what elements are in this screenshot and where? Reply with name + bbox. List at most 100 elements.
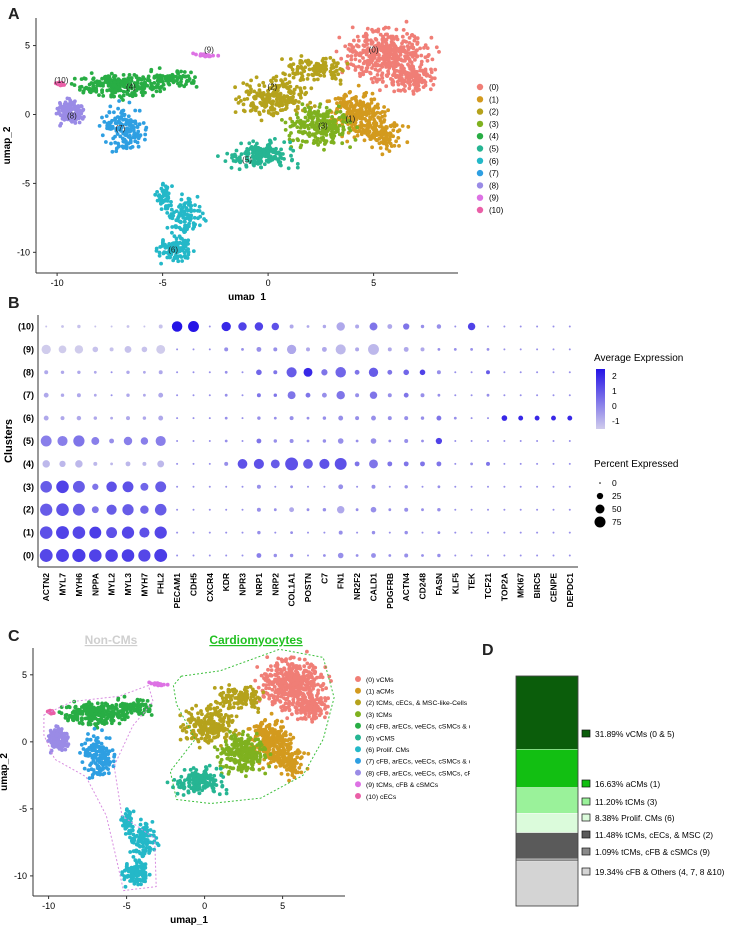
umap-point-1-1112 <box>221 729 226 733</box>
umap-point-1-1639 <box>80 710 85 715</box>
umap-point-1-1884 <box>175 791 180 796</box>
dot-(2)-MYH6 <box>72 503 85 516</box>
dot-(3)-TEK <box>470 485 473 488</box>
umap-point-0-730 <box>372 97 377 102</box>
dot-(5)-MYL7 <box>57 435 68 447</box>
dot-(6)-TOP2A <box>501 415 508 421</box>
dot-(5)-TEK <box>470 440 473 442</box>
umap-point-1-517 <box>293 705 298 710</box>
umap-point-0-1100 <box>273 87 278 92</box>
umap-point-0-1155 <box>305 77 310 81</box>
umap-point-0-1260 <box>348 145 352 150</box>
umap-point-0-1474 <box>340 114 345 118</box>
umap-point-1-1501 <box>100 701 104 706</box>
umap-point-1-776 <box>273 722 278 727</box>
dot-(6)-FN1 <box>338 415 344 421</box>
umap-point-0-567 <box>370 91 375 96</box>
umap-point-0-631 <box>364 119 369 123</box>
umap-point-0-742 <box>369 101 374 105</box>
umap-point-0-1389 <box>329 140 334 145</box>
dot-(8)-POSTN <box>303 367 313 377</box>
legend-label-a: (5) <box>489 145 499 154</box>
umap-point-0-399 <box>405 51 409 55</box>
umap-point-0-1953 <box>252 147 256 152</box>
dot-(0)-TOP2A <box>503 554 506 557</box>
umap-point-0-502 <box>407 86 412 91</box>
umap-point-0-1607 <box>101 94 106 98</box>
umap-point-0-1154 <box>322 74 327 78</box>
umap-point-0-1670 <box>100 88 104 93</box>
umap-point-0-1039 <box>285 85 289 90</box>
dot-(4)-FHL2 <box>157 460 165 468</box>
dot-(10)-NRP2 <box>271 322 280 331</box>
umap-point-0-1238 <box>297 65 302 70</box>
umap-point-0-2189 <box>185 256 190 260</box>
umap-point-0-1458 <box>334 126 339 131</box>
umap-point-1-1128 <box>214 712 219 717</box>
dot-(8)-CXCR4 <box>208 371 211 374</box>
umap-point-1-1123 <box>196 739 201 744</box>
umap-point-0-2252 <box>102 120 107 124</box>
gene-label: DEPDC1 <box>565 573 575 608</box>
umap-point-1-1238 <box>225 694 230 699</box>
umap-point-0-1124 <box>261 109 266 113</box>
umap-point-0-2339 <box>121 117 125 122</box>
umap-point-1-888 <box>281 751 285 756</box>
umap-point-0-916 <box>309 86 314 91</box>
umap-point-0-1686 <box>112 80 117 85</box>
umap-point-1-1925 <box>165 780 170 785</box>
umap-point-0-1586 <box>129 79 134 83</box>
umap-cluster-plot: -10 -5 0 5-10-505umap_1umap_2(0)(1)(2)(3)(4… <box>2 18 504 300</box>
umap-point-0-1946 <box>250 159 255 164</box>
umap-point-1-194 <box>285 696 290 701</box>
umap-point-0-444 <box>399 66 403 70</box>
umap-point-0-1580 <box>133 93 138 98</box>
dot-(1)-PECAM1 <box>176 531 179 534</box>
umap-point-0-367 <box>425 58 430 63</box>
umap-point-0-2012 <box>170 225 175 229</box>
umap-point-1-539 <box>301 705 306 709</box>
dot-(3)-POSTN <box>307 485 309 488</box>
umap-point-0-1214 <box>333 76 338 81</box>
umap-point-0-2197 <box>169 250 174 255</box>
umap-point-0-621 <box>355 133 360 138</box>
umap-point-1-1937 <box>196 784 201 789</box>
dot-(2)-C7 <box>322 507 327 512</box>
dot-(2)-NPR3 <box>241 508 244 511</box>
umap-point-1-1390 <box>220 747 225 751</box>
umap-point-0-2394 <box>135 132 139 137</box>
umap-point-1-398 <box>294 681 299 686</box>
umap-point-0-2527 <box>58 101 62 105</box>
dot-(5)-MYH7 <box>140 437 149 445</box>
umap-point-1-1449 <box>235 738 240 743</box>
umap-point-0-952 <box>262 84 267 88</box>
dot-(5)-TCF21 <box>487 440 489 442</box>
umap-point-0-1685 <box>133 84 138 89</box>
umap-point-0-803 <box>359 130 364 135</box>
umap-point-0-373 <box>398 48 402 52</box>
umap-point-1-315 <box>266 678 271 682</box>
umap-point-0-2060 <box>178 220 183 225</box>
umap-point-0-2525 <box>66 116 71 121</box>
umap-point-1-865 <box>306 751 311 756</box>
umap-point-0-469 <box>431 82 436 87</box>
dot-(3)-TOP2A <box>503 485 506 488</box>
umap-point-0-1472 <box>337 132 342 137</box>
umap-point-1-1249 <box>227 700 232 704</box>
dot-(9)-PDGFRB <box>387 347 392 352</box>
umap-point-1-1129 <box>192 717 197 722</box>
umap-point-0-2507 <box>63 100 68 105</box>
dot-(9)-ACTN2 <box>41 344 51 355</box>
size-legend-label: 0 <box>612 478 617 488</box>
umap-point-0-362 <box>415 48 419 53</box>
umap-point-1-1437 <box>257 767 262 772</box>
umap-point-0-555 <box>386 108 390 113</box>
umap-point-0-2568 <box>53 81 58 86</box>
umap-point-0-1942 <box>282 140 287 145</box>
dot-(10)-ACTN2 <box>45 325 48 328</box>
umap-point-1-374 <box>270 687 275 692</box>
umap-point-1-994 <box>179 725 183 729</box>
umap-point-0-2221 <box>155 190 160 194</box>
umap-point-1-134 <box>316 682 320 687</box>
umap-point-1-877 <box>287 767 292 771</box>
